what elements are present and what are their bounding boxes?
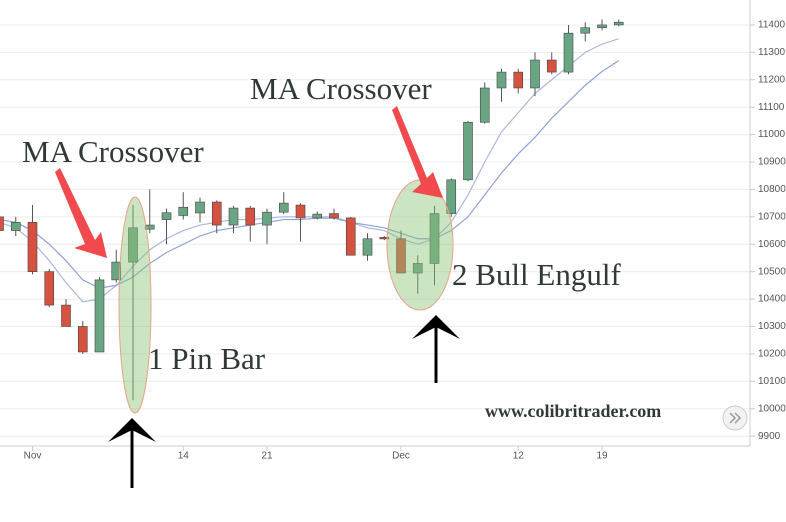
candle-body: [312, 213, 323, 219]
y-tick-label: 10800: [758, 184, 786, 195]
watermark: www.colibritrader.com: [485, 401, 661, 421]
candle-body: [77, 326, 88, 353]
black-arrow: [412, 315, 460, 383]
candle-body: [496, 71, 507, 89]
y-tick-label: 10000: [758, 403, 786, 414]
y-tick-label: 10100: [758, 376, 786, 387]
x-tick-label: 21: [261, 451, 273, 462]
candle-body: [44, 271, 55, 306]
candle-body: [613, 21, 624, 26]
y-tick-label: 10700: [758, 211, 786, 222]
candle-body: [61, 304, 71, 327]
candle-body: [0, 216, 4, 231]
candle-body: [597, 24, 607, 28]
red-arrow: [392, 106, 443, 198]
candle-body: [362, 238, 373, 256]
candle-body: [345, 217, 356, 256]
y-tick-label: 10400: [758, 294, 786, 305]
y-tick-label: 11100: [758, 102, 785, 113]
candle-body: [429, 213, 440, 264]
y-tick-label: 11000: [758, 129, 786, 140]
x-tick-label: 12: [513, 451, 525, 462]
x-tick-label: 14: [178, 451, 190, 462]
y-tick-label: 10900: [758, 157, 786, 168]
candle-body: [329, 213, 339, 219]
scroll-button[interactable]: [722, 405, 748, 431]
candle-body: [228, 207, 239, 226]
candle-body: [412, 263, 423, 274]
candle-body: [245, 207, 256, 226]
candle-body: [513, 71, 524, 89]
y-tick-label: 10200: [758, 349, 786, 360]
candle-body: [128, 227, 138, 263]
annotation: 2 Bull Engulf: [452, 257, 621, 292]
annotation: 1 Pin Bar: [148, 341, 266, 376]
candle-body: [10, 222, 21, 231]
y-tick-label: 9900: [758, 431, 781, 442]
candle-body: [211, 201, 222, 226]
candle-body: [446, 179, 457, 214]
candle-body: [111, 261, 122, 281]
candle-body: [530, 59, 540, 89]
y-tick-label: 11400: [758, 20, 786, 31]
candle-body: [278, 202, 289, 213]
candle-body: [479, 87, 490, 123]
y-tick-label: 10500: [758, 266, 786, 277]
candle-body: [178, 206, 189, 216]
y-tick-label: 10600: [758, 239, 786, 250]
candle-body: [295, 204, 306, 219]
highlight-ellipse: [118, 196, 152, 414]
candle-body: [563, 32, 574, 73]
x-tick-label: 19: [596, 451, 608, 462]
annotation: MA Crossover: [22, 134, 204, 169]
candle-body: [262, 211, 272, 226]
y-tick-label: 10300: [758, 321, 786, 332]
candle-body: [195, 201, 205, 214]
candle-body: [580, 27, 591, 34]
candle-body: [379, 237, 390, 240]
candle-body: [546, 59, 557, 73]
candle-body: [161, 212, 172, 220]
candle-body: [94, 279, 105, 353]
candle-body: [144, 224, 155, 230]
x-tick-label: Nov: [24, 451, 42, 462]
highlight-ellipse: [386, 179, 454, 311]
plot: [0, 19, 624, 401]
grid: [0, 24, 755, 451]
candle-body: [463, 121, 473, 181]
red-arrow: [55, 168, 107, 258]
y-tick-label: 11200: [758, 74, 786, 85]
candle-body: [27, 222, 38, 272]
x-tick-label: Dec: [392, 451, 410, 462]
y-tick-label: 11300: [758, 47, 786, 58]
annotation: MA Crossover: [250, 71, 432, 106]
black-arrow: [108, 418, 156, 488]
candle-body: [396, 238, 406, 274]
